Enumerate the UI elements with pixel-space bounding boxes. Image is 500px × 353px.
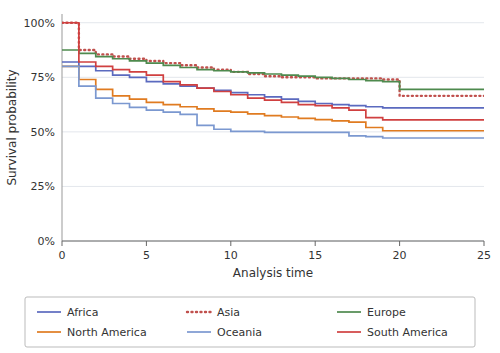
y-tick-label: 50% [31, 126, 55, 139]
x-tick [484, 241, 485, 246]
x-axis-line [62, 241, 484, 242]
legend-swatch [337, 331, 361, 333]
legend-label: Asia [217, 306, 240, 319]
grid-line [62, 241, 484, 242]
y-tick-label: 0% [38, 235, 55, 248]
x-tick-label: 10 [224, 249, 238, 262]
legend-label: North America [67, 326, 147, 339]
x-tick-label: 15 [308, 249, 322, 262]
lines [62, 23, 484, 138]
legend-swatch [37, 311, 61, 313]
y-tick-label: 75% [31, 71, 55, 84]
x-axis-label: Analysis time [233, 266, 313, 280]
x-tick-label: 0 [59, 249, 66, 262]
step-line [62, 23, 484, 120]
y-tick-label: 25% [31, 180, 55, 193]
grid-line [62, 77, 484, 78]
legend-label: South America [367, 326, 448, 339]
legend-swatch [187, 331, 211, 333]
legend: Africa Asia Europe North America Oceania Sout… [25, 297, 475, 347]
legend-label: Africa [67, 306, 98, 319]
grid-line [62, 22, 484, 23]
y-axis-line [62, 14, 63, 241]
y-axis-label: Survival probability [5, 69, 19, 185]
x-tick [62, 241, 63, 246]
x-tick [230, 241, 231, 246]
legend-swatch [337, 311, 361, 313]
x-tick-label: 25 [477, 249, 491, 262]
step-line [62, 66, 484, 130]
step-line [62, 23, 484, 96]
legend-label: Oceania [217, 326, 262, 339]
x-tick [315, 241, 316, 246]
legend-box [25, 297, 475, 347]
x-tick [399, 241, 400, 246]
x-tick-label: 5 [143, 249, 150, 262]
grid-line [62, 186, 484, 187]
legend-swatch [187, 311, 211, 313]
x-tick-label: 20 [393, 249, 407, 262]
step-line [62, 66, 484, 138]
y-tick-label: 100% [24, 17, 55, 30]
x-tick [146, 241, 147, 246]
chart: 0% 25% 50% 75% 100% 0 5 10 15 20 25 Analysis time Su… [0, 0, 500, 353]
legend-label: Europe [367, 306, 406, 319]
legend-swatch [37, 331, 61, 333]
